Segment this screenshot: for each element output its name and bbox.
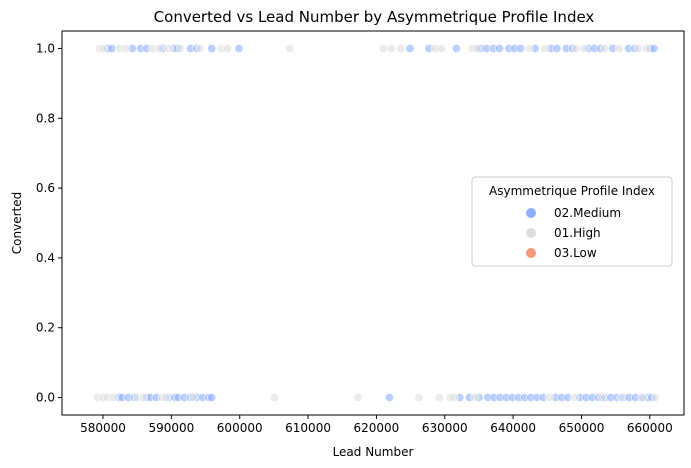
y-tick-label: 0.6 [36,181,55,195]
point-02-medium [516,43,526,53]
x-axis-ticks: 580000 590000 600000 610000 620000 630000 6400… [80,415,673,435]
point-01-high [285,43,295,53]
y-axis-ticks: 0.0 0.2 0.4 0.6 0.8 1.0 [36,41,62,405]
point-01-high [544,392,554,402]
y-tick-label: 0.2 [36,321,55,335]
legend-label-medium: 02.Medium [554,206,621,220]
x-tick-label: 580000 [80,421,126,435]
point-01-high [396,43,406,53]
y-tick-label: 0.0 [36,391,55,405]
point-01-high [175,43,185,53]
point-01-high [222,43,232,53]
point-01-high [188,392,198,402]
x-tick-label: 590000 [148,421,194,435]
point-01-high [353,392,363,402]
point-01-high [614,43,624,53]
legend-label-low: 03.Low [554,246,597,260]
point-02-medium [107,43,117,53]
point-01-high [378,43,388,53]
point-01-high [633,43,643,53]
legend: Asymmetrique Profile Index 02.Medium 01.… [471,176,673,267]
point-01-high [434,392,444,402]
point-01-high [121,43,131,53]
legend-marker-high [526,228,536,238]
x-tick-label: 640000 [490,421,536,435]
chart-title: Converted vs Lead Number by Asymmetrique… [154,8,595,26]
point-01-high [540,43,550,53]
x-tick-label: 650000 [559,421,605,435]
point-01-high [154,43,164,53]
points-layer [93,43,660,402]
point-01-high [449,392,459,402]
legend-marker-medium [526,208,536,218]
point-01-high [579,43,589,53]
point-01-high [138,392,148,402]
point-01-high [470,392,480,402]
point-01-high [161,392,171,402]
x-axis-label: Lead Number [333,445,414,459]
point-02-medium [649,43,659,53]
point-01-high [108,392,118,402]
x-tick-label: 620000 [354,421,400,435]
x-tick-label: 610000 [285,421,331,435]
point-01-high [164,43,174,53]
point-02-medium [207,43,217,53]
plot-frame [61,30,685,416]
point-02-medium [207,392,217,402]
point-01-high [641,43,651,53]
legend-box [471,176,673,267]
point-01-high [616,392,626,402]
legend-label-high: 01.High [554,226,601,240]
point-01-high [524,43,534,53]
y-tick-label: 1.0 [36,41,55,55]
point-01-high [414,392,424,402]
point-02-medium [405,43,415,53]
point-02-medium [494,43,504,53]
point-01-high [571,43,581,53]
x-tick-label: 630000 [422,421,468,435]
y-tick-label: 0.8 [36,111,55,125]
point-01-high [98,43,108,53]
point-01-high [436,43,446,53]
point-01-high [638,392,648,402]
point-02-medium [384,392,394,402]
point-01-high [600,43,610,53]
point-01-high [195,43,205,53]
point-01-high [270,392,280,402]
point-02-medium [552,43,562,53]
point-01-high [386,43,396,53]
x-tick-label: 660000 [627,421,673,435]
y-tick-label: 0.4 [36,251,55,265]
legend-marker-low [526,248,536,258]
point-01-high [650,392,660,402]
y-axis-label: Converted [10,192,24,254]
point-01-high [570,392,580,402]
x-tick-label: 600000 [217,421,263,435]
point-01-high [597,392,607,402]
legend-title: Asymmetrique Profile Index [489,184,655,198]
point-02-medium [234,43,244,53]
point-01-high [472,43,482,53]
point-02-medium [451,43,461,53]
